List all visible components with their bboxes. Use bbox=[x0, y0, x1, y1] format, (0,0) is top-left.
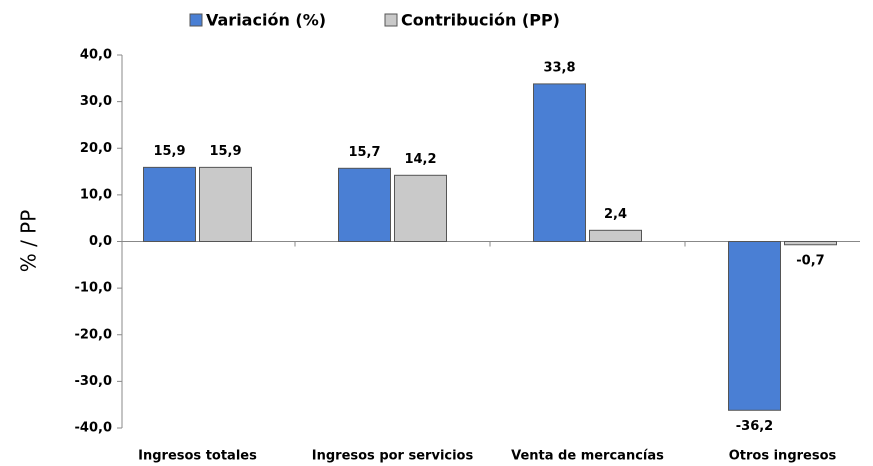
y-tick-label: 0,0 bbox=[89, 234, 112, 249]
y-tick-label: -10,0 bbox=[75, 281, 112, 296]
y-axis-title: % / PP bbox=[17, 210, 41, 273]
x-tick-label: Otros ingresos bbox=[729, 449, 837, 464]
data-label: 15,9 bbox=[153, 144, 185, 159]
y-tick-label: 20,0 bbox=[80, 141, 112, 156]
legend-marker bbox=[384, 13, 398, 27]
bar bbox=[589, 229, 642, 242]
bar bbox=[728, 241, 781, 411]
data-label: 33,8 bbox=[543, 60, 575, 75]
data-label: -36,2 bbox=[736, 419, 773, 434]
y-tick-label: 30,0 bbox=[80, 94, 112, 109]
y-tick-label: -30,0 bbox=[75, 374, 112, 389]
data-label: 15,9 bbox=[209, 144, 241, 159]
bar bbox=[784, 241, 837, 246]
bar bbox=[199, 166, 252, 243]
data-label: 2,4 bbox=[604, 207, 627, 222]
y-tick-label: -40,0 bbox=[75, 421, 112, 436]
data-label: 14,2 bbox=[404, 152, 436, 167]
legend-label: Contribución (PP) bbox=[401, 11, 560, 30]
data-label: 15,7 bbox=[348, 145, 380, 160]
data-label: -0,7 bbox=[796, 253, 824, 268]
y-tick-label: 40,0 bbox=[80, 48, 112, 63]
legend-label: Variación (%) bbox=[206, 11, 326, 30]
y-tick-label: -20,0 bbox=[75, 327, 112, 342]
legend-marker bbox=[189, 13, 203, 27]
y-tick-label: 10,0 bbox=[80, 187, 112, 202]
bar bbox=[143, 166, 196, 243]
x-tick-label: Ingresos totales bbox=[138, 449, 257, 464]
bar bbox=[394, 174, 447, 242]
x-tick-label: Venta de mercancías bbox=[511, 449, 664, 464]
bar bbox=[338, 167, 391, 242]
x-tick-label: Ingresos por servicios bbox=[312, 449, 474, 464]
bar bbox=[533, 83, 586, 242]
